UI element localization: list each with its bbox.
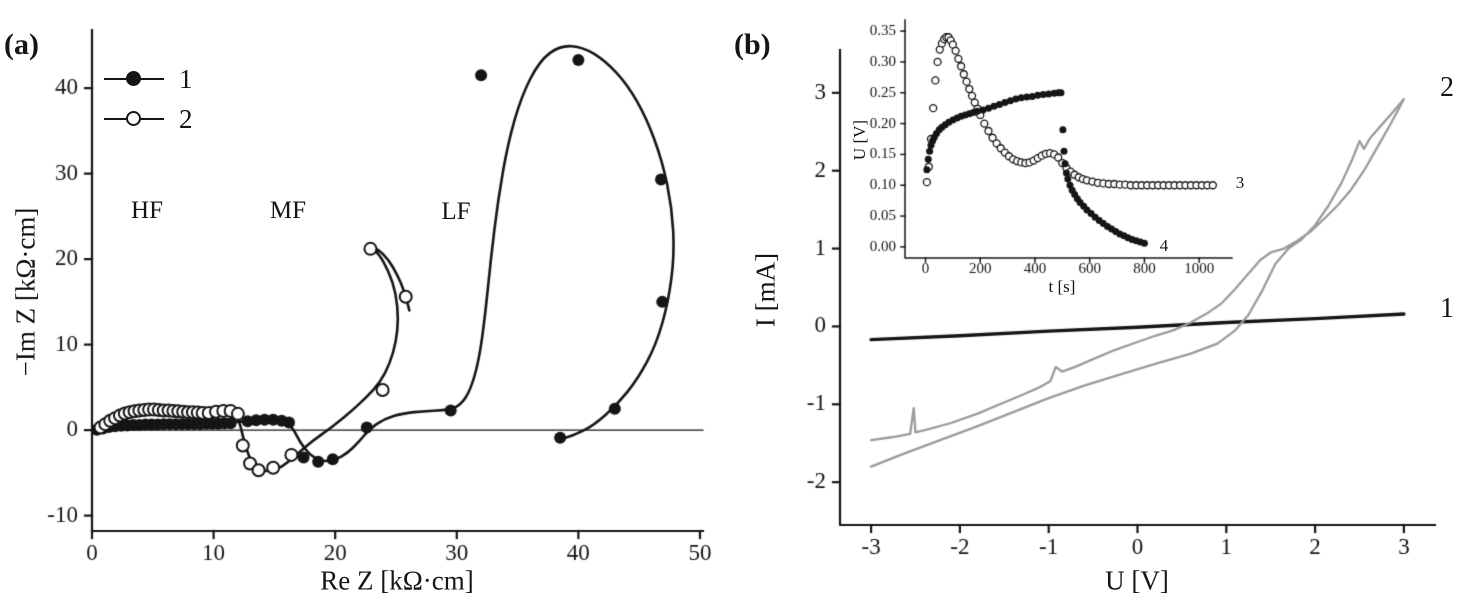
legend-entry-1: 1 [104,64,193,95]
panel-a-label: (a) [4,28,39,61]
inset-x-axis-title: t [s] [1048,277,1076,296]
panel-b-label: (b) [734,28,771,61]
legend-label-1: 1 [179,64,193,94]
inset-y-axis-title: U [V] [850,119,869,161]
legend-label-2: 2 [179,104,193,134]
legend-entry-2: 2 [104,104,193,135]
panel-b-y-axis-title: I [mA] [750,252,781,328]
curve-3-label: 3 [1235,173,1245,192]
panel-b-x-axis-title: U [V] [1105,565,1169,596]
curve-2-label: 2 [1440,72,1454,103]
filled-circle-marker-icon [104,70,164,89]
panel-a-x-axis-title: Re Z [kΩ·cm] [320,565,474,596]
annotation-mf: MF [269,197,307,224]
panel-a-y-axis-title: −Im Z [kΩ·cm] [10,207,41,377]
annotation-lf: LF [441,198,471,225]
annotation-hf: HF [131,197,163,224]
curve-1-label: 1 [1440,293,1454,324]
open-circle-marker-icon [104,110,164,129]
legend: 1 2 [104,64,193,135]
curve-4-label: 4 [1159,236,1169,255]
